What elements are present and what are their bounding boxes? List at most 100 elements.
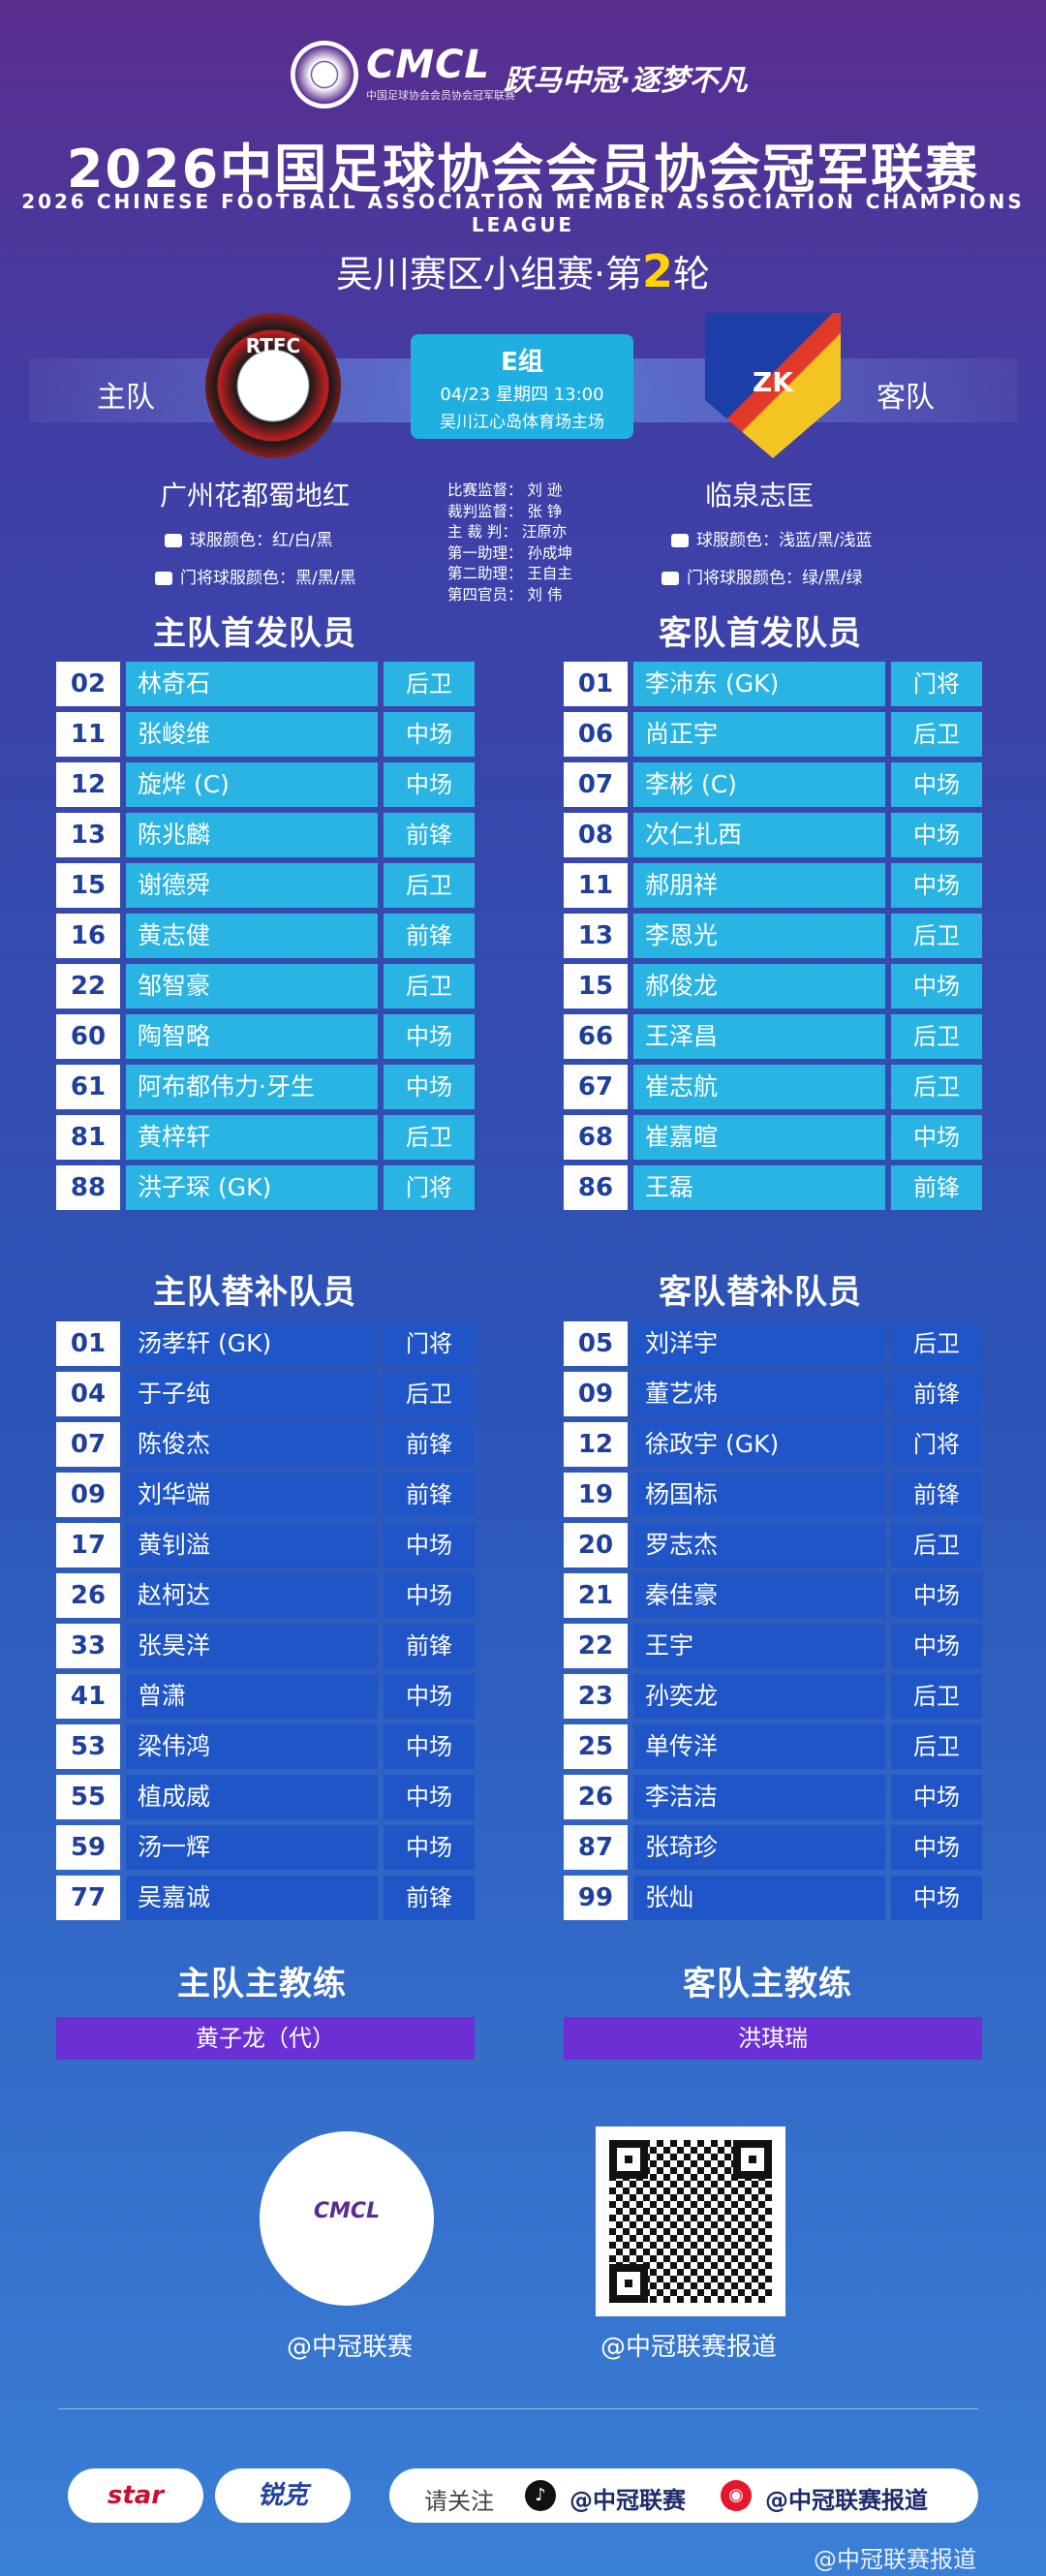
player-num: 41 <box>56 1674 120 1719</box>
weibo-icon: ◉ <box>721 2480 752 2511</box>
player-pos: 中场 <box>384 1775 475 1819</box>
player-pos: 前锋 <box>891 1165 982 1210</box>
player-pos: 中场 <box>384 1674 475 1719</box>
player-pos: 后卫 <box>891 1014 982 1059</box>
player-pos: 中场 <box>384 712 475 757</box>
player-num: 23 <box>564 1674 628 1719</box>
player-name: 张峻维 <box>126 712 378 757</box>
away-crest-text: ZK <box>753 366 793 398</box>
player-num: 15 <box>564 964 628 1009</box>
home-gk-kit-text: 门将球服颜色：黑/黑/黑 <box>180 569 356 588</box>
player-pos: 前锋 <box>384 1422 475 1467</box>
player-name: 徐政宇 (GK) <box>633 1422 885 1467</box>
away-label: 客队 <box>877 381 935 415</box>
player-num: 12 <box>564 1422 628 1467</box>
player-num: 19 <box>564 1473 628 1517</box>
away-gk-kit: 门将球服颜色：绿/黑/绿 <box>661 564 862 588</box>
player-num: 55 <box>56 1775 120 1819</box>
player-name: 董艺炜 <box>633 1372 885 1416</box>
player-pos: 中场 <box>891 964 982 1009</box>
player-pos: 中场 <box>891 863 982 908</box>
player-pos: 中场 <box>384 1065 475 1109</box>
player-num: 08 <box>564 813 628 857</box>
player-name: 王泽昌 <box>633 1014 885 1059</box>
player-pos: 后卫 <box>891 1065 982 1109</box>
home-starters-heading: 主队首发队员 <box>153 614 356 653</box>
player-name: 曾潇 <box>126 1674 378 1719</box>
official: 第二助理： 王自主 <box>447 565 572 583</box>
qr-finder <box>733 2140 772 2179</box>
player-pos: 中场 <box>891 813 982 857</box>
player-num: 07 <box>564 762 628 807</box>
player-name: 陶智略 <box>126 1014 378 1059</box>
player-pos: 中场 <box>891 1876 982 1920</box>
player-pos: 后卫 <box>384 1372 475 1416</box>
player-num: 60 <box>56 1014 120 1059</box>
player-pos: 中场 <box>891 1573 982 1618</box>
player-num: 13 <box>56 813 120 857</box>
away-subs-heading: 客队替补队员 <box>659 1273 862 1312</box>
player-num: 26 <box>564 1775 628 1819</box>
follow-handle-2[interactable]: @中冠联赛报道 <box>765 2487 928 2514</box>
round-prefix: 吴川赛区小组赛·第 <box>335 253 643 295</box>
home-team-name: 广州花都蜀地红 <box>160 480 351 512</box>
round-title: 吴川赛区小组赛·第2轮 <box>0 244 1046 297</box>
player-pos: 后卫 <box>891 712 982 757</box>
player-pos: 后卫 <box>891 1321 982 1366</box>
player-name: 李彬 (C) <box>633 762 885 807</box>
player-num: 13 <box>564 914 628 958</box>
player-num: 88 <box>56 1165 120 1210</box>
player-num: 21 <box>564 1573 628 1618</box>
player-pos: 后卫 <box>891 1523 982 1567</box>
player-num: 86 <box>564 1165 628 1210</box>
player-pos: 门将 <box>384 1165 475 1210</box>
player-name: 尚正宇 <box>633 712 885 757</box>
weibo-qr-code[interactable] <box>596 2126 785 2316</box>
player-num: 59 <box>56 1825 120 1870</box>
player-num: 22 <box>564 1624 628 1668</box>
douyin-icon: ♪ <box>525 2480 556 2511</box>
away-team-name: 临泉志匡 <box>705 480 815 512</box>
page-title: 2026中国足球协会会员协会冠军联赛 <box>66 139 980 200</box>
home-crest-icon: RTFC <box>205 313 341 458</box>
player-name: 旋烨 (C) <box>126 762 378 807</box>
glove-icon <box>661 572 679 585</box>
player-num: 17 <box>56 1523 120 1567</box>
logo-text: CMCL <box>366 43 491 87</box>
logo-subtitle: 中国足球协会会员协会冠军联赛 <box>366 89 515 102</box>
player-num: 16 <box>56 914 120 958</box>
follow-handle-1[interactable]: @中冠联赛 <box>569 2487 686 2514</box>
player-name: 单传洋 <box>633 1724 885 1769</box>
player-name: 罗志杰 <box>633 1523 885 1567</box>
sponsor-ruike-logo: 锐克 <box>215 2468 351 2523</box>
player-name: 郝俊龙 <box>633 964 885 1009</box>
player-pos: 中场 <box>384 762 475 807</box>
douyin-qr-code[interactable]: CMCL <box>260 2131 434 2306</box>
player-pos: 中场 <box>384 1523 475 1567</box>
official: 比赛监督： 刘 逊 <box>447 481 563 499</box>
player-pos: 中场 <box>891 762 982 807</box>
player-name: 于子纯 <box>126 1372 378 1416</box>
player-name: 崔嘉暄 <box>633 1115 885 1160</box>
player-num: 68 <box>564 1115 628 1160</box>
player-name: 黄志健 <box>126 914 378 958</box>
player-pos: 后卫 <box>384 662 475 706</box>
match-venue: 吴川江心岛体育场主场 <box>440 413 604 432</box>
player-num: 12 <box>56 762 120 807</box>
player-pos: 前锋 <box>384 914 475 958</box>
player-pos: 后卫 <box>384 1115 475 1160</box>
player-name: 刘华端 <box>126 1473 378 1517</box>
player-num: 99 <box>564 1876 628 1920</box>
player-pos: 前锋 <box>384 813 475 857</box>
player-num: 20 <box>564 1523 628 1567</box>
cmcl-logo-icon <box>291 41 358 109</box>
player-pos: 前锋 <box>384 1473 475 1517</box>
player-num: 26 <box>56 1573 120 1618</box>
player-name: 陈兆麟 <box>126 813 378 857</box>
player-name: 陈俊杰 <box>126 1422 378 1467</box>
qr-right-label: @中冠联赛报道 <box>600 2333 778 2362</box>
match-info-box: E组 04/23 星期四 13:00 吴川江心岛体育场主场 <box>411 334 633 439</box>
glove-icon <box>155 572 172 585</box>
officials-list: 比赛监督： 刘 逊 裁判监督： 张 铮 主 裁 判： 汪原亦 第一助理： 孙成坤… <box>447 481 612 606</box>
away-kit: 球服颜色：浅蓝/黑/浅蓝 <box>671 526 872 550</box>
